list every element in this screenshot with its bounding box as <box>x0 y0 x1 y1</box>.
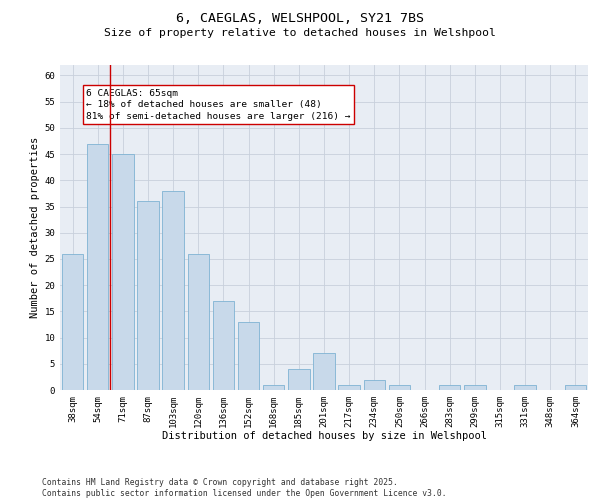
Text: Contains HM Land Registry data © Crown copyright and database right 2025.
Contai: Contains HM Land Registry data © Crown c… <box>42 478 446 498</box>
Text: 6 CAEGLAS: 65sqm
← 18% of detached houses are smaller (48)
81% of semi-detached : 6 CAEGLAS: 65sqm ← 18% of detached house… <box>86 88 351 121</box>
Bar <box>514 385 536 390</box>
Bar <box>288 369 310 390</box>
Bar <box>364 380 385 390</box>
Bar <box>87 144 109 390</box>
Text: Size of property relative to detached houses in Welshpool: Size of property relative to detached ho… <box>104 28 496 38</box>
Bar <box>439 385 460 390</box>
Text: 6, CAEGLAS, WELSHPOOL, SY21 7BS: 6, CAEGLAS, WELSHPOOL, SY21 7BS <box>176 12 424 26</box>
Bar <box>213 301 234 390</box>
Bar <box>163 191 184 390</box>
Bar <box>565 385 586 390</box>
X-axis label: Distribution of detached houses by size in Welshpool: Distribution of detached houses by size … <box>161 432 487 442</box>
Bar <box>238 322 259 390</box>
Bar <box>464 385 485 390</box>
Bar <box>62 254 83 390</box>
Y-axis label: Number of detached properties: Number of detached properties <box>30 137 40 318</box>
Bar <box>313 354 335 390</box>
Bar <box>137 202 158 390</box>
Bar <box>389 385 410 390</box>
Bar <box>338 385 360 390</box>
Bar <box>112 154 134 390</box>
Bar <box>188 254 209 390</box>
Bar <box>263 385 284 390</box>
